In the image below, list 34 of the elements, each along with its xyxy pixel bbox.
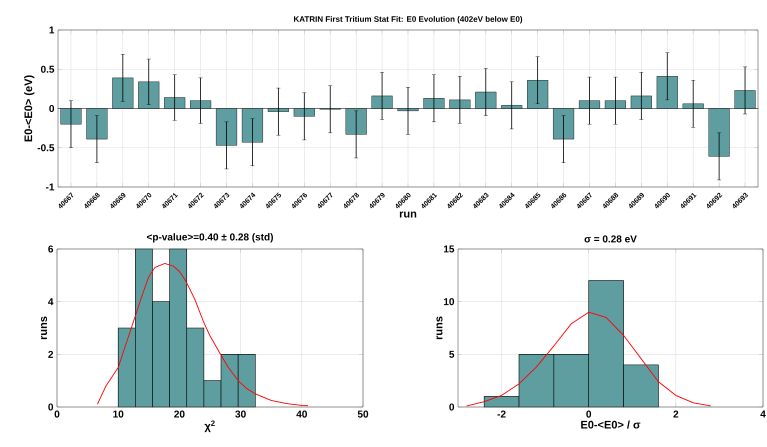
y-axis-title: runs — [436, 316, 442, 340]
x-axis-title: χ$^{2}$ — [204, 420, 215, 432]
y-tick-label: 0 — [49, 104, 54, 112]
x-tick-label: 4 — [760, 410, 766, 418]
x-axis-title: E0-<E0> / σ — [581, 420, 640, 429]
y-tick-label: 5 — [449, 350, 454, 358]
x-tick-label: 50 — [358, 410, 368, 418]
y-tick-label: -0.5 — [38, 144, 54, 152]
chart-title: σ = 0.28 eV — [584, 235, 637, 242]
y-tick-label: 6 — [48, 245, 54, 253]
line-series — [466, 312, 712, 406]
y-tick-label: 0.5 — [40, 66, 54, 73]
chart-title: <p-value>=0.40 ± 0.28 (std) — [146, 233, 273, 242]
y-tick-label: -1 — [46, 184, 54, 190]
x-axis-title: run — [400, 212, 416, 218]
y-tick-label: 2 — [48, 350, 54, 358]
y-tick-label: 10 — [444, 298, 454, 306]
y-tick-label: 0 — [449, 403, 454, 411]
y-tick-label: 1 — [50, 26, 54, 34]
y-tick-label: 4 — [48, 298, 54, 306]
chart-title: KATRIN First Tritium Stat Fit: E0 Evolution (402eV below E0) — [294, 16, 522, 24]
x-tick-label: 2 — [673, 410, 678, 418]
x-tick-label: 30 — [235, 410, 246, 418]
x-tick-label: 0 — [586, 410, 592, 418]
x-tick-label: -2 — [498, 410, 506, 418]
x-tick-label: 10 — [113, 410, 124, 418]
x-tick-label: 0 — [54, 410, 60, 418]
y-tick-label: 15 — [444, 246, 454, 252]
y-axis-title: E0-<E0> (eV) — [24, 75, 34, 142]
x-tick-label: 40 — [296, 410, 307, 418]
y-axis-title: runs — [41, 316, 48, 340]
line-series — [96, 263, 308, 406]
y-tick-label: 0 — [48, 403, 54, 411]
x-tick-label: 20 — [174, 410, 185, 418]
